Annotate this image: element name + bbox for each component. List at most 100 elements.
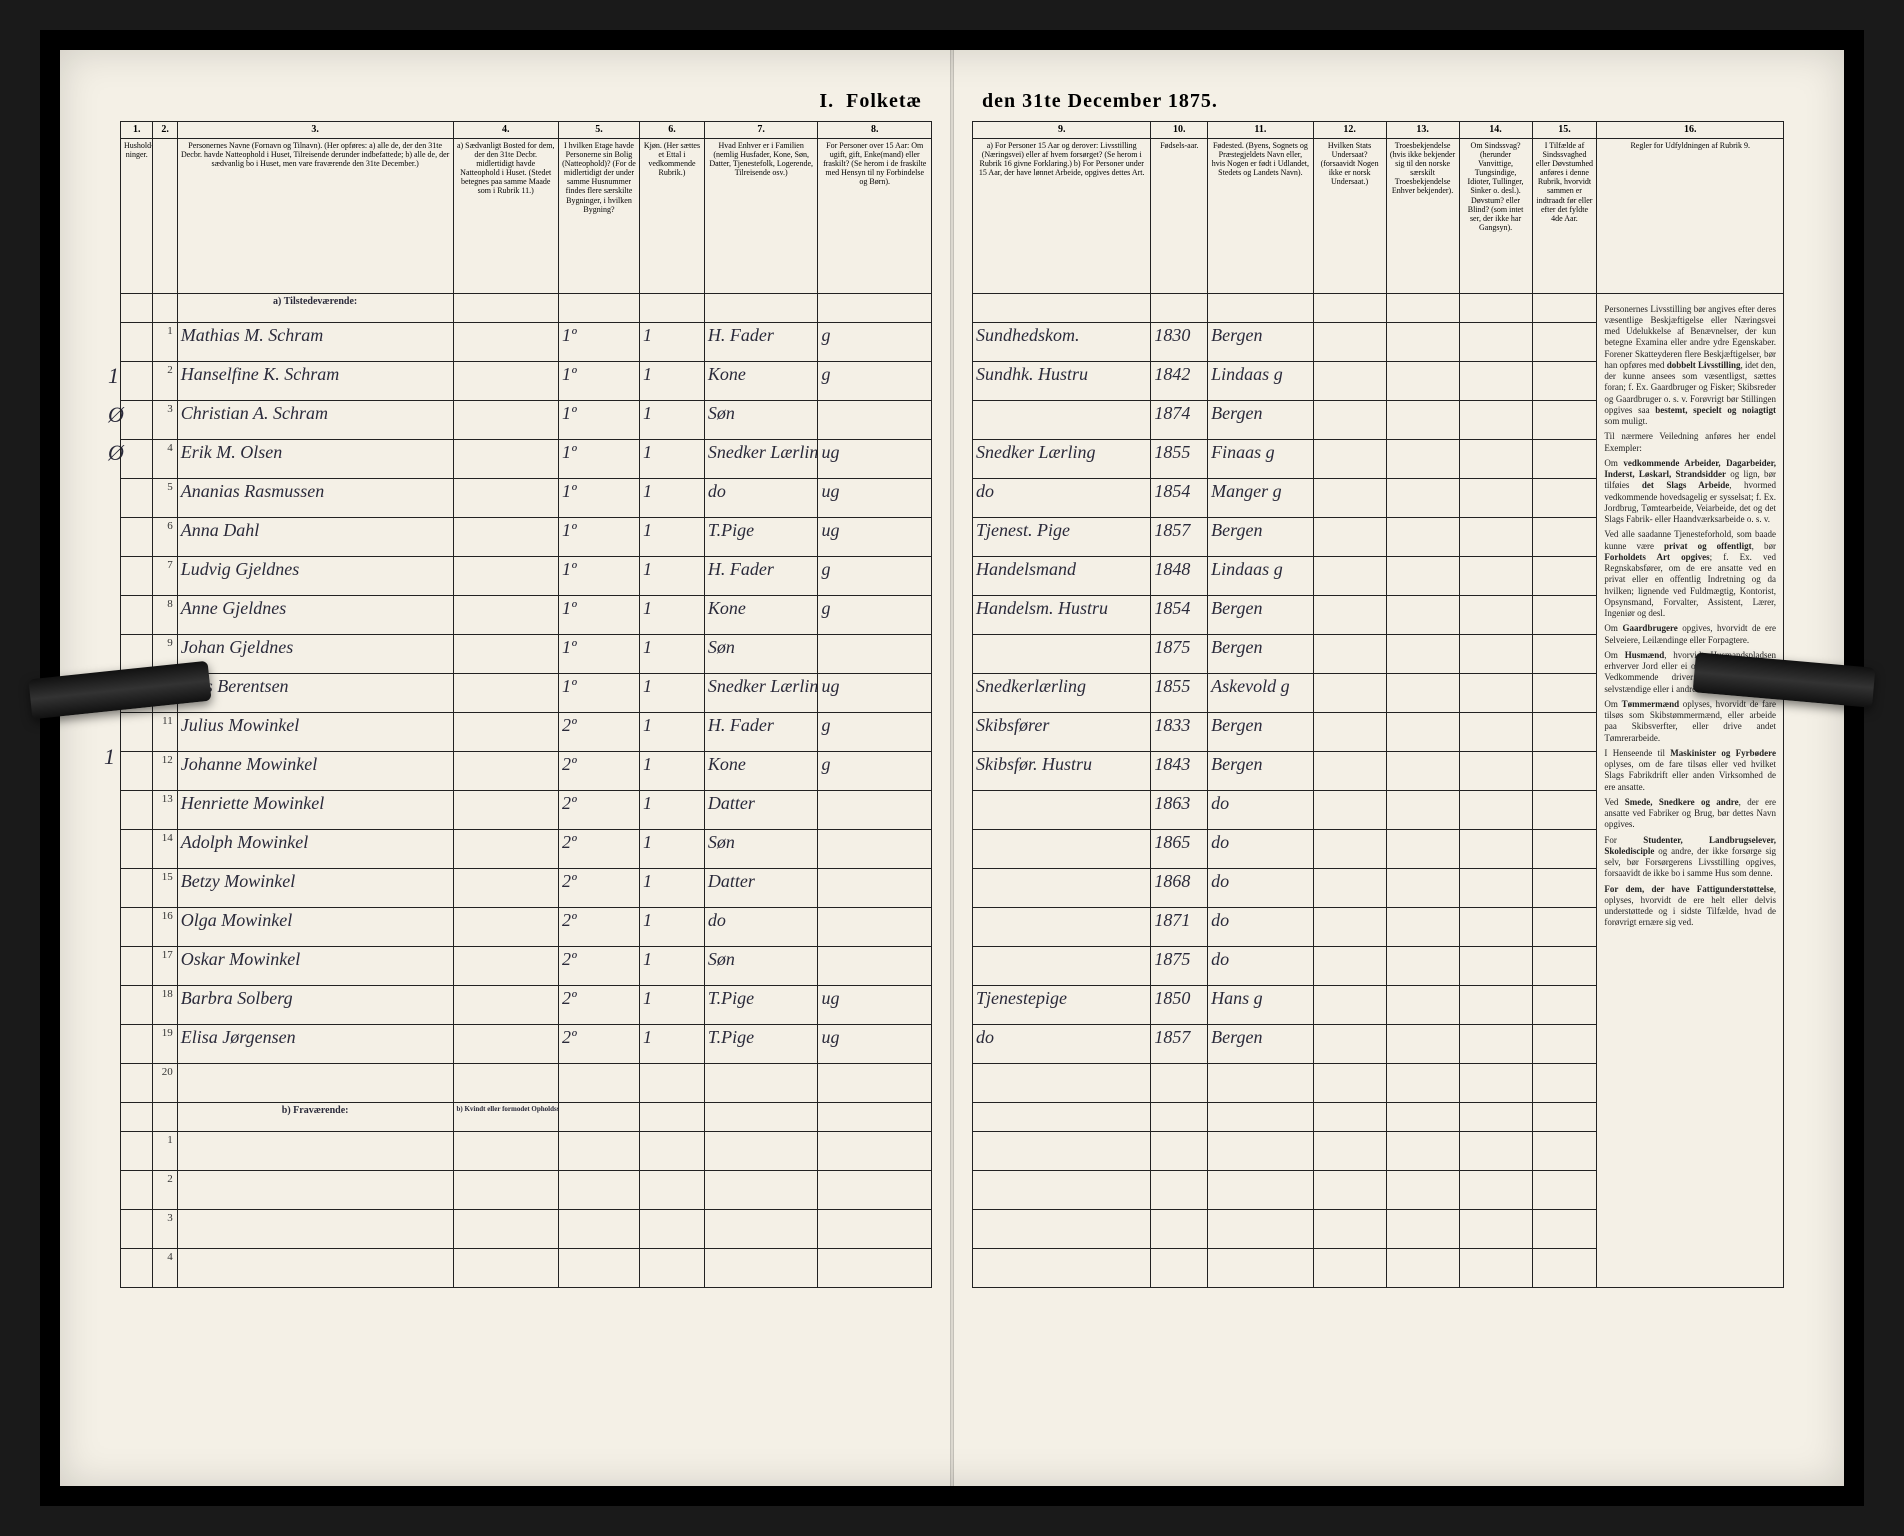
table-cell: Askevold g [1208, 673, 1313, 712]
section-cell [1313, 1102, 1386, 1131]
table-cell [1313, 790, 1386, 829]
section-cell [1386, 1102, 1459, 1131]
table-cell [1532, 985, 1597, 1024]
table-cell [453, 1248, 558, 1287]
table-cell [1313, 946, 1386, 985]
table-cell [1386, 673, 1459, 712]
table-cell [121, 322, 153, 361]
table-cell [1532, 400, 1597, 439]
table-cell [1532, 1209, 1597, 1248]
table-cell: Kone [704, 595, 818, 634]
table-cell [704, 1131, 818, 1170]
table-cell: Skibsfør. Hustru [973, 751, 1151, 790]
table-cell [1151, 1248, 1208, 1287]
table-cell [558, 1063, 639, 1102]
table-cell [1313, 712, 1386, 751]
table-cell: 1 [640, 556, 705, 595]
table-cell: 1 [640, 478, 705, 517]
margin-mark: 1 [104, 744, 115, 770]
table-cell: 1833 [1151, 712, 1208, 751]
column-header [153, 138, 177, 293]
table-cell [121, 1063, 153, 1102]
table-cell: Tjenestepige [973, 985, 1151, 1024]
table-cell: 20 [153, 1063, 177, 1102]
person-name-cell [177, 1131, 453, 1170]
table-cell: 1 [640, 907, 705, 946]
right-page: den 31te December 1875. 9.10.11.12.13.14… [952, 90, 1784, 1446]
table-cell: Kone [704, 751, 818, 790]
table-cell [1532, 751, 1597, 790]
table-cell: g [818, 712, 932, 751]
table-cell [973, 1063, 1151, 1102]
section-cell [121, 293, 153, 322]
table-cell: 2º [558, 1024, 639, 1063]
table-cell [1532, 517, 1597, 556]
table-cell: Sundhedskom. [973, 322, 1151, 361]
table-cell: Snedkerlærling [973, 673, 1151, 712]
table-cell [1208, 1248, 1313, 1287]
table-cell [121, 556, 153, 595]
table-cell [1386, 556, 1459, 595]
census-title-left: I. Folketæ [120, 90, 932, 113]
table-cell: 1º [558, 634, 639, 673]
column-header: Hvad Enhver er i Familien (nemlig Husfad… [704, 138, 818, 293]
census-table-right: 9.10.11.12.13.14.15.16. a) For Personer … [972, 121, 1784, 1288]
table-cell [1459, 712, 1532, 751]
table-cell [453, 517, 558, 556]
table-cell [453, 1209, 558, 1248]
table-cell [640, 1209, 705, 1248]
table-cell: 3 [153, 1209, 177, 1248]
table-cell [1208, 1063, 1313, 1102]
section-cell [1459, 1102, 1532, 1131]
column-number: 5. [558, 122, 639, 139]
person-name-cell: Barbra Solberg [177, 985, 453, 1024]
table-cell [1459, 985, 1532, 1024]
table-cell [453, 1131, 558, 1170]
table-cell [1532, 946, 1597, 985]
table-cell: 16 [153, 907, 177, 946]
table-cell: 15 [153, 868, 177, 907]
table-cell [1532, 1063, 1597, 1102]
table-cell: 11 [153, 712, 177, 751]
person-name-cell: Christian A. Schram [177, 400, 453, 439]
table-cell: ug [818, 1024, 932, 1063]
table-cell [1313, 1248, 1386, 1287]
column-number: 14. [1459, 122, 1532, 139]
table-cell [121, 985, 153, 1024]
table-cell [1386, 712, 1459, 751]
table-cell [121, 439, 153, 478]
table-cell [1386, 361, 1459, 400]
column-number: 9. [973, 122, 1151, 139]
column-number: 8. [818, 122, 932, 139]
table-cell: 1 [640, 439, 705, 478]
table-cell: 1º [558, 322, 639, 361]
table-cell [453, 1024, 558, 1063]
table-cell: Bergen [1208, 1024, 1313, 1063]
table-cell: 1 [640, 946, 705, 985]
table-cell: Snedker Lærling [704, 439, 818, 478]
column-header: I hvilken Etage havde Personerne sin Bol… [558, 138, 639, 293]
table-cell [1386, 634, 1459, 673]
table-cell: 1868 [1151, 868, 1208, 907]
table-cell [1532, 478, 1597, 517]
table-cell: do [1208, 790, 1313, 829]
table-cell [1151, 1170, 1208, 1209]
table-cell [640, 1248, 705, 1287]
section-cell [1459, 293, 1532, 322]
table-cell [453, 1170, 558, 1209]
table-cell: 1º [558, 595, 639, 634]
table-cell: 1 [640, 1024, 705, 1063]
table-cell: 1º [558, 478, 639, 517]
person-name-cell: Betzy Mowinkel [177, 868, 453, 907]
person-name-cell: Johanne Mowinkel [177, 751, 453, 790]
table-cell [1386, 400, 1459, 439]
section-cell: a) Tilstedeværende: [177, 293, 453, 322]
table-cell: Lindaas g [1208, 556, 1313, 595]
table-cell: g [818, 361, 932, 400]
column-number: 10. [1151, 122, 1208, 139]
section-cell [640, 1102, 705, 1131]
column-header: Troesbekjendelse (hvis ikke bekjender si… [1386, 138, 1459, 293]
table-cell [973, 868, 1151, 907]
table-cell [1313, 1170, 1386, 1209]
table-cell [1313, 1063, 1386, 1102]
